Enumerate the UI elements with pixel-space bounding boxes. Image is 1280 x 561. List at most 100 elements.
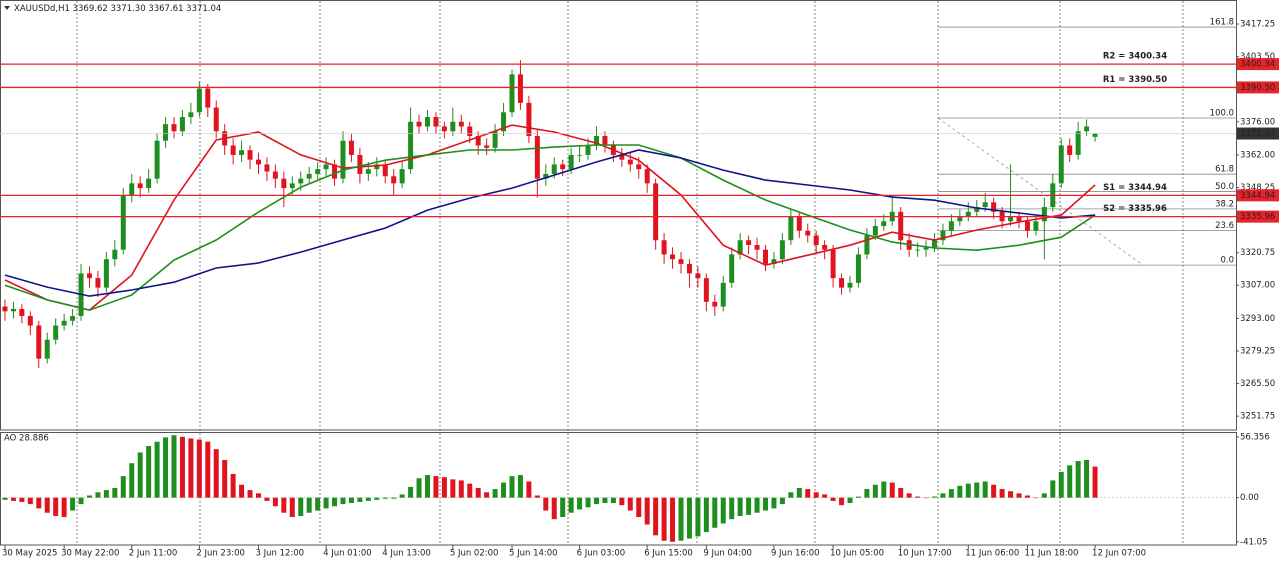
ao-bar — [129, 463, 135, 498]
ao-bar — [222, 459, 228, 498]
candle-body — [357, 154, 363, 174]
candle-body — [86, 273, 92, 279]
candle-body — [661, 240, 667, 255]
x-tick-label: 2 Jun 23:00 — [196, 549, 245, 559]
candle-body — [855, 254, 861, 283]
candle-body — [957, 216, 963, 222]
ao-bar — [543, 497, 549, 511]
ao-bar — [974, 482, 980, 498]
candle-body — [374, 164, 380, 170]
ao-bar — [70, 497, 76, 511]
candle-body — [695, 273, 701, 279]
ao-bar — [602, 497, 608, 504]
chart-title: XAUUSDd,H1 3369.62 3371.30 3367.61 3371.… — [14, 4, 221, 14]
x-tick-label: 11 Jun 18:00 — [1024, 549, 1078, 559]
level-name: R1 = 3390.50 — [1103, 75, 1167, 85]
ao-bar — [670, 497, 676, 542]
ao-bar — [931, 496, 937, 498]
candle-body — [1041, 207, 1047, 222]
candle-body — [120, 195, 126, 250]
ao-bar — [281, 497, 287, 513]
y-tick-label: 3265.50 — [1240, 379, 1275, 389]
ao-bar — [762, 497, 768, 511]
candle-body — [517, 74, 523, 103]
candle-body — [1084, 126, 1090, 132]
ao-bar — [560, 497, 566, 518]
moving-average — [4, 144, 1096, 311]
ao-bar — [27, 497, 33, 505]
fibo-level-label: 0.0 — [1220, 256, 1234, 266]
ao-bar — [458, 480, 464, 498]
candle-body — [754, 244, 760, 250]
candle-body — [467, 126, 473, 136]
candle-body — [348, 140, 354, 155]
ao-bar — [703, 497, 709, 533]
candle-body — [627, 159, 633, 165]
ao-bar — [923, 497, 929, 499]
candle-body — [653, 183, 659, 241]
x-tick-label: 6 Jun 15:00 — [644, 549, 693, 559]
ao-bar — [408, 486, 414, 498]
candle-body — [213, 107, 219, 132]
candle-body — [441, 126, 447, 132]
ao-bar — [830, 497, 836, 501]
candle-body — [306, 173, 312, 179]
ao-bar — [898, 487, 904, 498]
candle-body — [577, 154, 583, 156]
ao-bar — [289, 497, 295, 518]
ao-bar — [678, 497, 684, 541]
ao-bar — [95, 492, 101, 498]
candle-body — [1067, 145, 1073, 155]
candle-body — [2, 306, 8, 312]
ao-bar — [272, 497, 278, 507]
ao-bar — [737, 497, 743, 516]
y-tick-label: 56.356 — [1240, 432, 1270, 442]
candle-body — [1033, 221, 1039, 231]
candle-body — [805, 230, 811, 236]
ao-bar — [644, 497, 650, 525]
ao-bar — [205, 441, 211, 498]
x-tick-label: 5 Jun 14:00 — [509, 549, 558, 559]
ao-bar — [999, 489, 1005, 498]
y-tick-label: 3403.50 — [1240, 52, 1275, 62]
collapse-icon[interactable] — [4, 6, 10, 10]
ao-bar — [146, 445, 152, 498]
candle-body — [534, 135, 540, 179]
candle-body — [737, 240, 743, 255]
candle-body — [872, 226, 878, 236]
ao-bar — [44, 497, 50, 513]
ao-bar — [940, 493, 946, 498]
ao-bar — [2, 497, 8, 500]
candle-body — [915, 249, 921, 251]
ao-bar — [712, 497, 718, 528]
indicator-title: AO 28.886 — [4, 434, 49, 444]
x-tick-label: 3 Jun 12:00 — [255, 549, 304, 559]
ao-bar — [332, 497, 338, 507]
candle-body — [112, 249, 118, 260]
candle-body — [1092, 133, 1098, 137]
candle-body — [332, 164, 338, 179]
ao-bar — [112, 487, 118, 498]
candle-body — [982, 202, 988, 208]
ao-bar — [864, 489, 870, 498]
candle-body — [281, 178, 287, 189]
ao-bar — [957, 485, 963, 498]
ao-bar — [382, 497, 388, 499]
candle-body — [670, 254, 676, 260]
ao-bar — [53, 497, 59, 516]
candle-body — [948, 221, 954, 231]
candle-body — [585, 145, 591, 155]
candle-body — [484, 145, 490, 148]
x-tick-label: 5 Jun 02:00 — [450, 549, 499, 559]
moving-average — [4, 124, 1096, 311]
candle-body — [433, 117, 439, 127]
ao-bar — [593, 497, 599, 505]
level-name: R2 = 3400.34 — [1103, 52, 1167, 62]
candle-body — [289, 183, 295, 189]
candle-body — [593, 135, 599, 146]
candle-body — [788, 216, 794, 241]
candle-body — [340, 140, 346, 179]
ao-bar — [881, 481, 887, 498]
ao-bar — [872, 484, 878, 498]
ao-bar — [965, 483, 971, 498]
